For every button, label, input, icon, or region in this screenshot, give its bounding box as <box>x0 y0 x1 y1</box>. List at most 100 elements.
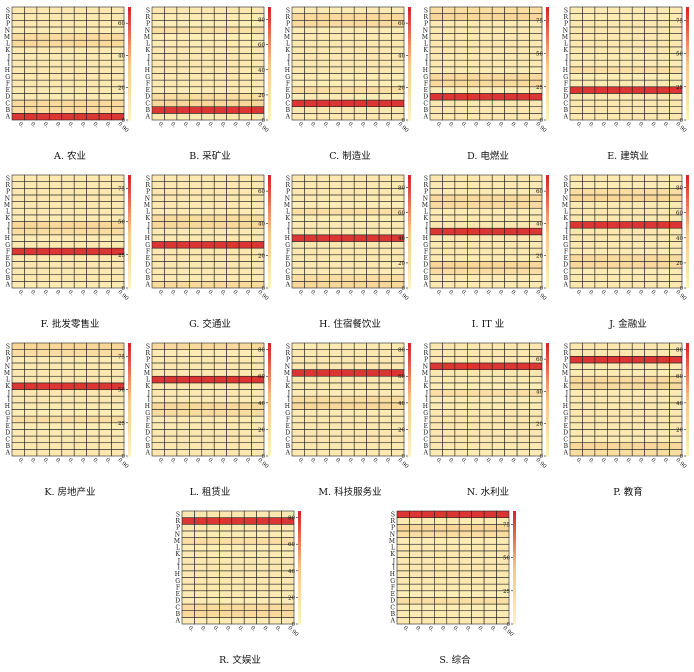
heatmap-cell <box>516 66 530 74</box>
row-tick-label: K <box>286 47 291 54</box>
heatmap-cell <box>11 33 25 41</box>
col-tick-label: 0. <box>435 289 443 297</box>
heatmap-cell <box>316 106 330 114</box>
heatmap-cell <box>176 247 190 256</box>
heatmap-cell <box>176 415 190 424</box>
heatmap-cell <box>201 261 215 269</box>
heatmap-cell <box>219 583 233 592</box>
heatmap-cell <box>316 247 330 256</box>
colorbar-segment <box>686 93 689 98</box>
row-tick-label: I <box>148 229 151 236</box>
heatmap-cell <box>49 429 63 437</box>
colorbar-tick-label: 25 <box>118 421 125 427</box>
colorbar-segment <box>268 48 271 53</box>
row-tick-label: J <box>7 222 11 229</box>
heatmap-cell <box>644 181 658 189</box>
row-tick-label: P <box>424 189 428 196</box>
heatmap-cell <box>164 214 178 222</box>
heatmap-cell <box>607 99 621 108</box>
heatmap-cell <box>341 362 355 370</box>
heatmap-cell <box>516 86 530 94</box>
row-tick-label: K <box>146 47 151 54</box>
heatmap-cell <box>316 73 330 81</box>
heatmap-cell <box>291 362 305 370</box>
heatmap-cell <box>429 355 443 364</box>
heatmap-cell <box>111 26 125 34</box>
heatmap-cell <box>631 201 645 209</box>
heatmap-cell <box>442 6 456 14</box>
heatmap-cell <box>164 274 178 282</box>
colorbar-segment <box>686 25 689 31</box>
colorbar-segment <box>268 452 271 457</box>
row-tick-label: P <box>564 357 568 364</box>
heatmap-cell <box>594 46 608 54</box>
heatmap-cell <box>36 6 50 14</box>
heatmap-cell <box>251 382 265 390</box>
heatmap-cell <box>201 389 215 397</box>
row-tick-label: E <box>286 423 290 430</box>
colorbar-segment <box>686 254 689 259</box>
heatmap-cell <box>201 395 215 404</box>
heatmap-cell <box>378 39 392 48</box>
heatmap-cell <box>378 227 392 236</box>
heatmap-cell <box>529 6 543 14</box>
col-tick-label: 0. <box>194 457 202 465</box>
heatmap-cell <box>607 79 621 88</box>
row-tick-label: K <box>424 383 429 390</box>
heatmap-cell <box>201 53 215 61</box>
heatmap-cell <box>396 510 410 518</box>
heatmap-cell <box>378 221 392 229</box>
heatmap-cell <box>201 369 215 377</box>
row-tick-label: M <box>562 370 568 377</box>
heatmap-cell <box>504 247 518 256</box>
heatmap-cell <box>656 274 670 282</box>
heatmap-cell <box>421 603 435 612</box>
heatmap-cell <box>378 214 392 222</box>
heatmap-cell <box>291 382 305 390</box>
heatmap-cell <box>409 603 423 612</box>
row-tick-label: P <box>424 21 428 28</box>
heatmap-cell <box>582 254 596 262</box>
col-tick-label: 0. <box>662 457 670 465</box>
heatmap-cell <box>73 99 87 108</box>
row-tick-label: N <box>175 531 180 538</box>
heatmap-cell <box>341 187 355 196</box>
heatmap-cell <box>479 349 493 357</box>
col-tick-label: 0. <box>157 457 165 465</box>
col-tick-label: 0. <box>402 625 410 633</box>
heatmap-cell <box>281 610 295 618</box>
heatmap-cell <box>111 93 125 101</box>
row-tick-label: K <box>286 383 291 390</box>
heatmap-cell <box>251 435 265 444</box>
colorbar-segment <box>128 433 131 438</box>
heatmap-cell <box>181 517 195 525</box>
heatmap-cell <box>329 174 343 182</box>
heatmap-panel: A B C D E F G H I J K L M N P R S 0. 0. 0. 0. 0. 0. 0. 0. 0.90 0 20… <box>558 168 694 336</box>
colorbar-segment <box>128 422 131 427</box>
heatmap-cell <box>454 19 468 28</box>
heatmap-cell <box>594 99 608 108</box>
heatmap-cell <box>454 26 468 34</box>
heatmap-cell <box>656 435 670 444</box>
heatmap-cell <box>98 207 112 216</box>
heatmap-cell <box>442 247 456 256</box>
colorbar-tick-label: 60 <box>676 211 683 217</box>
colorbar-segment <box>408 67 411 72</box>
row-tick-label: H <box>390 571 395 578</box>
heatmap-cell <box>504 395 518 404</box>
colorbar-segment <box>546 354 549 359</box>
heatmap-cell <box>201 26 215 34</box>
heatmap-cell <box>73 194 87 202</box>
colorbar-tick-label: 40 <box>288 569 295 575</box>
heatmap-cell <box>189 59 203 68</box>
heatmap-cell <box>226 422 240 430</box>
heatmap-cell <box>504 194 518 202</box>
heatmap-cell <box>304 221 318 229</box>
heatmap-cell <box>454 46 468 54</box>
heatmap-cell <box>582 214 596 222</box>
heatmap-cell <box>226 59 240 68</box>
heatmap-cell <box>86 113 100 121</box>
colorbar-segment <box>686 433 689 438</box>
heatmap-cell <box>231 530 245 538</box>
row-tick-label: G <box>285 410 290 417</box>
